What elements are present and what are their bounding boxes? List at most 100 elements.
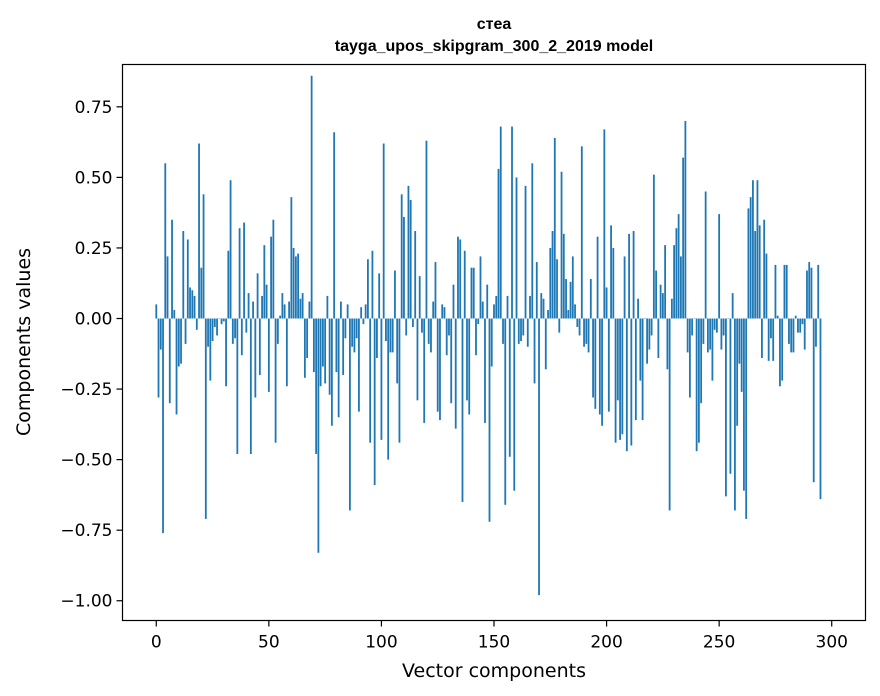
bar [774, 264, 777, 319]
bar [403, 216, 405, 319]
bar [639, 318, 642, 381]
bar [490, 318, 493, 367]
bar [625, 318, 628, 452]
bar [661, 293, 664, 319]
bar [461, 318, 464, 502]
y-tick-label: 0.75 [75, 98, 113, 118]
bar [549, 247, 552, 319]
bar [317, 318, 320, 553]
bar [682, 157, 685, 319]
bar [583, 318, 585, 347]
bar [585, 318, 588, 344]
bar [367, 259, 369, 319]
bar [607, 318, 610, 412]
bar [195, 318, 198, 330]
bar [362, 318, 365, 325]
bar [709, 318, 712, 350]
bar [396, 318, 399, 384]
bar [238, 228, 241, 319]
bar [553, 137, 556, 319]
bar [204, 318, 207, 519]
bar [189, 287, 191, 319]
x-tick-label: 250 [703, 633, 735, 653]
bar [574, 304, 576, 319]
bar [646, 318, 648, 364]
bar [650, 318, 653, 336]
bar [243, 222, 245, 319]
bar [542, 298, 545, 319]
bar [675, 228, 678, 319]
bar [788, 318, 790, 344]
bar [182, 231, 185, 319]
bar [385, 318, 387, 342]
bar [578, 318, 581, 336]
bar [400, 194, 403, 319]
bar [790, 318, 793, 353]
bar [423, 318, 426, 423]
bar [409, 199, 412, 319]
y-tick-label: −1.00 [60, 592, 112, 612]
bar [815, 318, 817, 347]
bar [598, 318, 601, 415]
y-tick-label: 0.00 [75, 310, 113, 330]
bar [193, 295, 196, 319]
bar [529, 295, 531, 319]
bar [177, 318, 180, 367]
bar [285, 318, 288, 387]
bar [432, 301, 435, 319]
bar [551, 231, 554, 319]
bar [812, 318, 815, 483]
bar [155, 304, 158, 319]
bar [191, 290, 194, 319]
bar [211, 318, 214, 342]
bar [398, 318, 401, 443]
bar [351, 318, 354, 347]
bar [686, 318, 689, 353]
bar [817, 264, 820, 319]
bar [436, 318, 439, 412]
bar [258, 318, 261, 375]
bar [702, 318, 705, 344]
bar [558, 318, 561, 333]
bar [173, 310, 176, 319]
bar [603, 129, 606, 319]
bar [297, 253, 300, 319]
bar [610, 225, 612, 319]
bar [652, 174, 655, 319]
bar [794, 315, 797, 319]
bar [486, 284, 489, 319]
bar [227, 250, 230, 319]
bar [783, 264, 786, 319]
bar [718, 214, 721, 319]
y-axis-label: Components values [13, 248, 35, 436]
bar [792, 318, 795, 353]
bar [731, 293, 734, 319]
bar [522, 318, 525, 336]
bar [252, 301, 254, 319]
bar [752, 180, 754, 319]
bar [157, 318, 160, 398]
bar [387, 318, 390, 460]
bar [700, 318, 703, 404]
bar [378, 273, 381, 319]
bar [229, 180, 232, 319]
bar [234, 318, 236, 339]
bar [321, 318, 324, 367]
bar [810, 267, 813, 319]
bar [713, 318, 716, 330]
bar [797, 318, 799, 333]
bar [371, 250, 374, 319]
bar [679, 256, 682, 319]
bar [806, 270, 808, 319]
bar [306, 318, 309, 359]
bar [267, 318, 270, 392]
bar [337, 318, 340, 418]
bar [634, 318, 637, 421]
bar [524, 185, 527, 319]
bar [738, 318, 741, 364]
bar [619, 318, 621, 440]
bar [743, 318, 745, 491]
chart-title: стеа [477, 16, 512, 33]
bar [231, 318, 234, 344]
